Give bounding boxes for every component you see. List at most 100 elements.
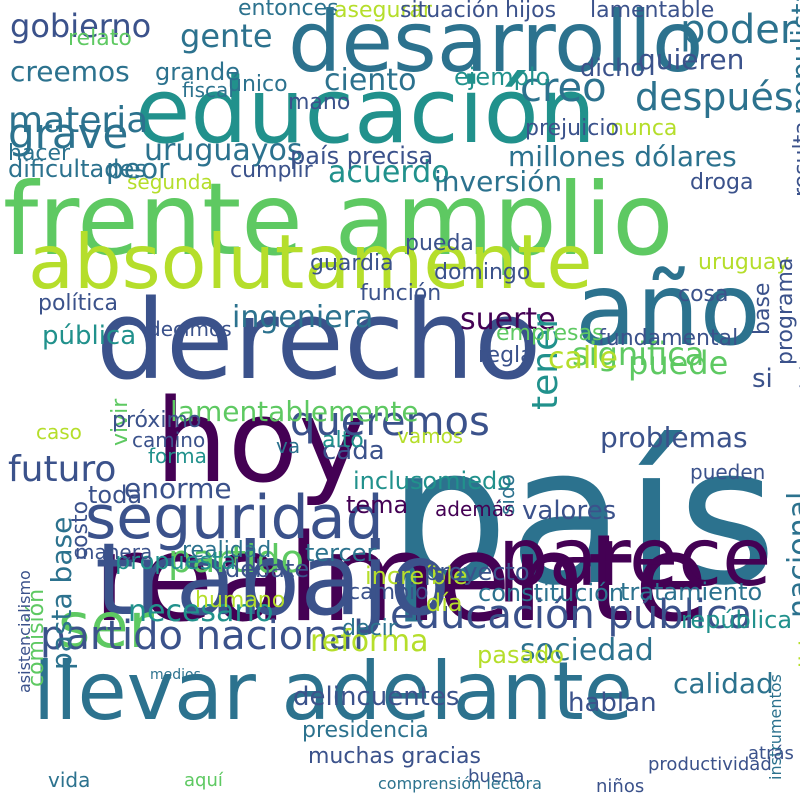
word: fundamental bbox=[598, 326, 739, 351]
word: cumplir bbox=[230, 158, 313, 183]
word: uruguayos bbox=[144, 133, 303, 168]
word: poder bbox=[680, 7, 797, 53]
word: hacer bbox=[8, 141, 71, 166]
word: instrumentos bbox=[766, 674, 785, 780]
word: trabajo bbox=[95, 521, 451, 638]
word: asistencialismo bbox=[15, 570, 34, 693]
word: educación pública bbox=[390, 592, 753, 638]
word: peor bbox=[106, 152, 170, 185]
word: lamentable bbox=[590, 0, 715, 23]
word: proyecto bbox=[424, 558, 530, 586]
word: año bbox=[575, 251, 761, 368]
word: segunda bbox=[127, 170, 213, 194]
word: función bbox=[360, 281, 442, 306]
word: llevar adelante bbox=[33, 645, 633, 738]
word: grave bbox=[8, 109, 129, 158]
word: sociedad bbox=[520, 633, 654, 668]
word: aquí bbox=[184, 770, 223, 791]
word: presidencia bbox=[302, 718, 429, 743]
word: tercer bbox=[305, 539, 377, 567]
word: seguridad bbox=[85, 483, 384, 553]
word: increíble bbox=[365, 562, 468, 590]
word: guardia bbox=[310, 251, 394, 276]
word: empresas bbox=[496, 321, 604, 346]
word: puede bbox=[628, 344, 729, 382]
word: suerte bbox=[460, 302, 556, 337]
word: ciento bbox=[324, 63, 417, 98]
word: programa bbox=[773, 257, 798, 365]
word: enorme bbox=[124, 472, 232, 505]
word: necesario bbox=[128, 594, 274, 629]
word: país bbox=[388, 406, 777, 627]
word: realidad bbox=[182, 538, 272, 563]
word: propuesta bbox=[115, 547, 237, 575]
word: prejuicio bbox=[525, 116, 619, 141]
word: hablan bbox=[568, 688, 657, 718]
word: inversión bbox=[434, 165, 563, 198]
word: pasado bbox=[477, 641, 565, 669]
word: desarrollo bbox=[288, 0, 704, 91]
word: droga bbox=[690, 170, 754, 195]
word: gente bbox=[180, 17, 273, 55]
word: próximo bbox=[112, 408, 202, 433]
word: sido bbox=[495, 474, 519, 515]
word: acuerdo bbox=[328, 155, 450, 190]
word: queremos bbox=[290, 399, 490, 445]
word: único bbox=[228, 72, 288, 97]
word: problemas bbox=[600, 421, 748, 454]
word: dificultades bbox=[8, 155, 147, 183]
word: medios bbox=[150, 667, 201, 683]
word: resulta bbox=[790, 121, 800, 197]
word: niños bbox=[596, 776, 645, 797]
word: frente amplio bbox=[3, 161, 674, 278]
word: significa bbox=[572, 335, 705, 373]
word: pública bbox=[42, 321, 137, 351]
word: lamentablemente bbox=[170, 395, 419, 428]
word: pasta base bbox=[45, 516, 78, 670]
word: situación bbox=[400, 0, 500, 23]
word: vida bbox=[48, 768, 91, 792]
word: relato bbox=[68, 26, 132, 51]
word: quieren bbox=[638, 43, 745, 76]
word: constitución bbox=[478, 579, 625, 607]
word: política bbox=[38, 291, 118, 316]
word: base bbox=[750, 282, 775, 335]
word: materia bbox=[8, 100, 149, 141]
word: país precisa bbox=[290, 142, 434, 170]
word: realmente bbox=[93, 510, 709, 649]
word: creo bbox=[520, 65, 607, 111]
word: si bbox=[752, 364, 773, 394]
word: vamos bbox=[397, 424, 464, 448]
word: decimos bbox=[148, 317, 232, 341]
word: pueden bbox=[690, 460, 766, 484]
word: regla bbox=[478, 343, 534, 368]
word: hoy bbox=[155, 375, 367, 509]
word: debate bbox=[225, 555, 310, 583]
word: toda bbox=[88, 481, 143, 509]
word: uruguay bbox=[698, 250, 790, 275]
word: república bbox=[681, 606, 793, 634]
word: delincuentes bbox=[293, 682, 460, 712]
word: absolutamente bbox=[28, 218, 593, 306]
word: reforma bbox=[310, 624, 429, 659]
word: inclusomiedo bbox=[353, 467, 512, 495]
word: además bbox=[435, 497, 515, 521]
word: ejemplo bbox=[454, 63, 551, 91]
word: forma bbox=[148, 444, 207, 468]
word: partido nacional bbox=[40, 613, 365, 659]
word: mano bbox=[288, 90, 351, 115]
word: educación bbox=[135, 59, 596, 164]
word: partido bbox=[168, 537, 304, 581]
word: asegurar bbox=[334, 0, 432, 23]
word: populista bbox=[785, 0, 800, 115]
word: va bbox=[276, 434, 301, 458]
word: nacional bbox=[782, 491, 800, 618]
word: entonces bbox=[238, 0, 339, 21]
word: tratamiento bbox=[620, 578, 763, 606]
word: millones dólares bbox=[508, 140, 737, 173]
word: camino bbox=[132, 428, 206, 452]
word: gobierno bbox=[10, 7, 152, 45]
word: cosa bbox=[678, 282, 729, 307]
word: productividad bbox=[648, 754, 772, 775]
